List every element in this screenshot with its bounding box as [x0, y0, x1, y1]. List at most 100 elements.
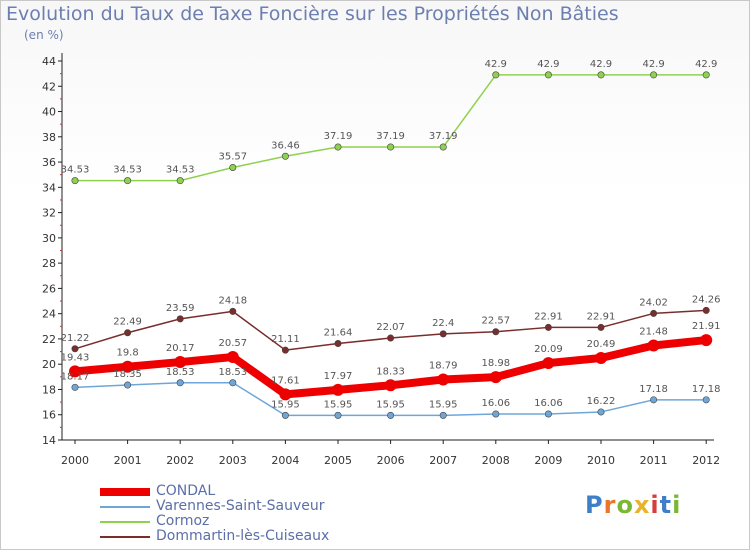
data-label-dommartin-l-s-cuiseaux-2007: 22.4	[432, 318, 454, 329]
data-label-dommartin-l-s-cuiseaux-2002: 23.59	[166, 303, 195, 314]
x-tick-label-2012: 2012	[692, 454, 720, 467]
y-tick-label-26: 26	[42, 282, 56, 295]
data-point-dommartin-l-s-cuiseaux-2009	[544, 323, 552, 331]
legend-item-cormoz: Cormoz	[100, 513, 360, 531]
y-tick-label-38: 38	[42, 131, 56, 144]
data-point-cormoz-2011	[650, 71, 658, 79]
x-tick-label-2003: 2003	[219, 454, 247, 467]
data-label-varennes-saint-sauveur-2009: 16.06	[534, 398, 563, 409]
data-point-dommartin-l-s-cuiseaux-2001	[124, 329, 132, 337]
x-tick-label-2001: 2001	[114, 454, 142, 467]
data-label-condal-2012: 21.91	[692, 321, 721, 332]
data-point-varennes-saint-sauveur-2001	[124, 381, 132, 389]
data-label-dommartin-l-s-cuiseaux-2009: 22.91	[534, 311, 563, 322]
data-label-cormoz-2001: 34.53	[113, 165, 142, 176]
y-tick-label-24: 24	[42, 308, 56, 321]
data-label-condal-2005: 17.97	[324, 371, 353, 382]
y-tick-label-30: 30	[42, 232, 56, 245]
data-label-varennes-saint-sauveur-2008: 16.06	[481, 398, 510, 409]
data-point-condal-2003	[226, 350, 239, 363]
y-tick-label-42: 42	[42, 80, 56, 93]
data-point-cormoz-2001	[124, 177, 132, 185]
data-label-dommartin-l-s-cuiseaux-2011: 24.02	[639, 297, 668, 308]
data-point-dommartin-l-s-cuiseaux-2003	[229, 307, 237, 315]
data-point-condal-2012	[700, 334, 713, 347]
data-point-cormoz-2003	[229, 163, 237, 171]
data-label-condal-2010: 20.49	[587, 339, 616, 350]
data-point-varennes-saint-sauveur-2012	[702, 396, 710, 404]
legend-swatch-cormoz	[100, 521, 150, 523]
data-point-cormoz-2004	[281, 152, 289, 160]
data-label-varennes-saint-sauveur-2010: 16.22	[587, 396, 616, 407]
data-point-varennes-saint-sauveur-2010	[597, 408, 605, 416]
data-point-varennes-saint-sauveur-2011	[650, 396, 658, 404]
data-label-dommartin-l-s-cuiseaux-2008: 22.57	[481, 316, 510, 327]
data-point-condal-2004	[279, 388, 292, 401]
data-label-dommartin-l-s-cuiseaux-2004: 21.11	[271, 334, 300, 345]
data-label-cormoz-2007: 37.19	[429, 131, 458, 142]
data-point-condal-2000	[69, 365, 81, 378]
data-point-condal-2007	[437, 373, 450, 386]
y-tick-label-18: 18	[42, 383, 56, 396]
data-point-cormoz-2007	[439, 143, 447, 151]
data-point-condal-2002	[174, 356, 187, 369]
data-label-varennes-saint-sauveur-2006: 15.95	[376, 399, 405, 410]
y-tick-label-44: 44	[42, 55, 56, 68]
data-label-condal-2011: 21.48	[639, 327, 668, 338]
legend-item-condal: CONDAL	[100, 483, 360, 501]
data-label-varennes-saint-sauveur-2000: 18.17	[61, 371, 90, 382]
y-tick-label-40: 40	[42, 106, 56, 119]
data-label-varennes-saint-sauveur-2002: 18.53	[166, 367, 195, 378]
chart-subtitle: (en %)	[24, 28, 64, 42]
data-label-dommartin-l-s-cuiseaux-2010: 22.91	[587, 311, 616, 322]
data-point-varennes-saint-sauveur-2008	[492, 410, 500, 418]
x-tick-label-2004: 2004	[271, 454, 299, 467]
y-tick-label-20: 20	[42, 358, 56, 371]
legend-item-dommartin: Dommartin-lès-Cuiseaux	[100, 528, 360, 546]
data-point-condal-2009	[542, 357, 555, 370]
data-point-condal-2008	[489, 371, 502, 384]
data-label-condal-2004: 17.61	[271, 375, 300, 386]
data-label-dommartin-l-s-cuiseaux-2006: 22.07	[376, 322, 405, 333]
legend-swatch-condal	[100, 488, 150, 496]
data-point-varennes-saint-sauveur-2003	[229, 379, 237, 387]
data-point-cormoz-2000	[71, 177, 79, 185]
data-label-cormoz-2003: 35.57	[218, 151, 247, 162]
data-label-condal-2003: 20.57	[218, 338, 247, 349]
data-point-varennes-saint-sauveur-2009	[544, 410, 552, 418]
legend-label-varennes: Varennes-Saint-Sauveur	[156, 498, 325, 514]
y-tick-label-16: 16	[42, 409, 56, 422]
data-label-condal-2009: 20.09	[534, 344, 563, 355]
legend: CONDAL Varennes-Saint-Sauveur Cormoz Dom…	[100, 483, 360, 546]
data-label-varennes-saint-sauveur-2001: 18.35	[113, 369, 142, 380]
x-tick-label-2000: 2000	[61, 454, 89, 467]
data-label-dommartin-l-s-cuiseaux-2012: 24.26	[692, 294, 721, 305]
data-point-cormoz-2008	[492, 71, 500, 79]
legend-label-dommartin: Dommartin-lès-Cuiseaux	[156, 528, 330, 544]
x-tick-label-2011: 2011	[640, 454, 668, 467]
data-point-cormoz-2006	[387, 143, 395, 151]
data-point-varennes-saint-sauveur-2005	[334, 411, 342, 419]
data-label-varennes-saint-sauveur-2003: 18.53	[218, 367, 247, 378]
data-label-varennes-saint-sauveur-2007: 15.95	[429, 399, 458, 410]
data-label-dommartin-l-s-cuiseaux-2005: 21.64	[324, 327, 353, 338]
data-point-cormoz-2005	[334, 143, 342, 151]
data-point-varennes-saint-sauveur-2006	[387, 411, 395, 419]
data-label-dommartin-l-s-cuiseaux-2000: 21.22	[61, 333, 90, 344]
x-tick-label-2005: 2005	[324, 454, 352, 467]
data-label-cormoz-2002: 34.53	[166, 165, 195, 176]
data-point-dommartin-l-s-cuiseaux-2010	[597, 323, 605, 331]
data-label-condal-2006: 18.33	[376, 366, 405, 377]
data-point-condal-2010	[595, 352, 607, 365]
data-point-varennes-saint-sauveur-2004	[281, 411, 289, 419]
x-tick-label-2010: 2010	[587, 454, 615, 467]
data-label-cormoz-2000: 34.53	[61, 165, 90, 176]
x-tick-label-2008: 2008	[482, 454, 510, 467]
data-label-cormoz-2011: 42.9	[642, 59, 664, 70]
data-label-cormoz-2004: 36.46	[271, 140, 300, 151]
data-point-cormoz-2002	[176, 177, 184, 185]
data-label-cormoz-2008: 42.9	[485, 59, 507, 70]
data-point-cormoz-2009	[544, 71, 552, 79]
data-point-condal-2006	[384, 379, 397, 392]
